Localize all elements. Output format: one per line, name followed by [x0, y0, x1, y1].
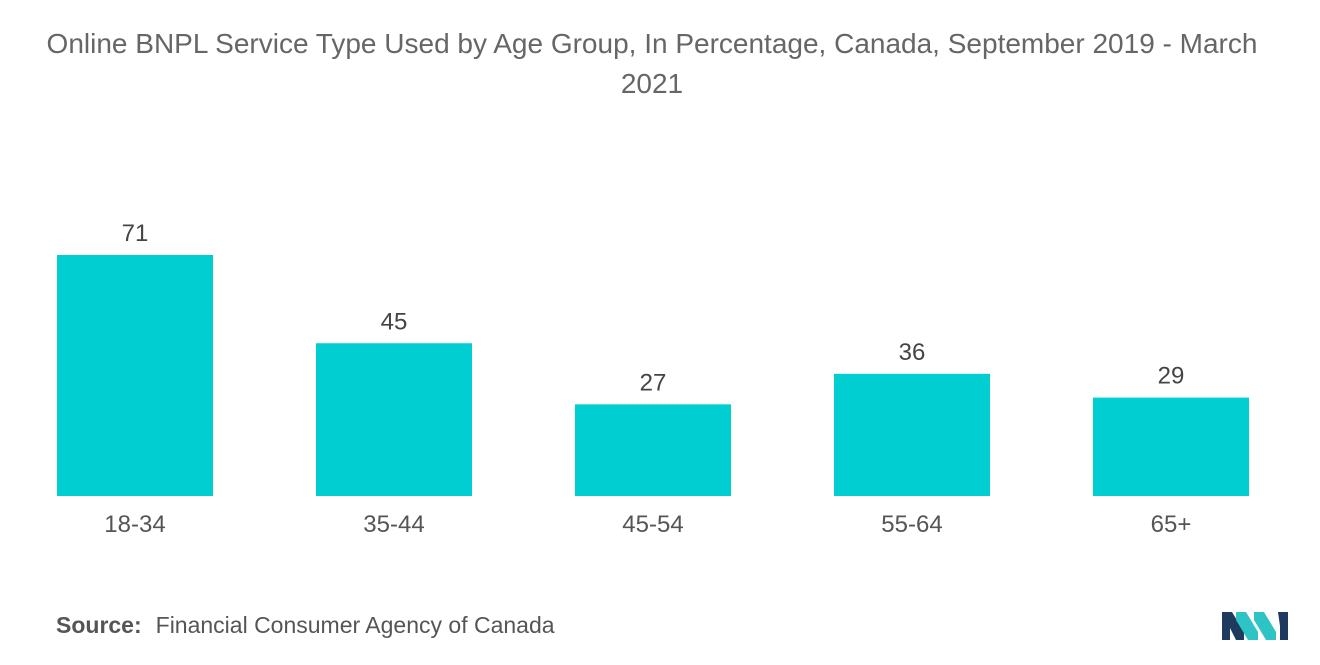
- chart-title: Online BNPL Service Type Used by Age Gro…: [46, 28, 1258, 99]
- x-tick-label-18-34: 18-34: [104, 511, 165, 538]
- x-tick-label-65+: 65+: [1151, 511, 1192, 538]
- bar-chart: 71 18-34 45 35-44 27 45-54 36 55-64 29 65+: [57, 220, 1249, 538]
- source-note: Source: Financial Consumer Agency of Cana…: [56, 612, 555, 639]
- bar-35-44: [316, 343, 472, 496]
- data-label-18-34: 71: [122, 220, 149, 247]
- data-label-65+: 29: [1158, 363, 1185, 390]
- bar-45-54: [575, 404, 731, 496]
- data-label-45-54: 27: [640, 369, 667, 396]
- source-label: Source:: [56, 612, 142, 638]
- source-text: Financial Consumer Agency of Canada: [155, 612, 555, 638]
- bar-55-64: [834, 373, 990, 496]
- x-tick-label-55-64: 55-64: [881, 511, 942, 538]
- bar-18-34: [57, 255, 213, 496]
- data-label-55-64: 36: [899, 339, 926, 366]
- data-label-35-44: 45: [381, 308, 408, 335]
- x-tick-label-35-44: 35-44: [363, 511, 424, 538]
- mordor-intelligence-logo-icon: [1222, 612, 1288, 640]
- bar-65+: [1093, 397, 1249, 496]
- x-tick-label-45-54: 45-54: [622, 511, 683, 538]
